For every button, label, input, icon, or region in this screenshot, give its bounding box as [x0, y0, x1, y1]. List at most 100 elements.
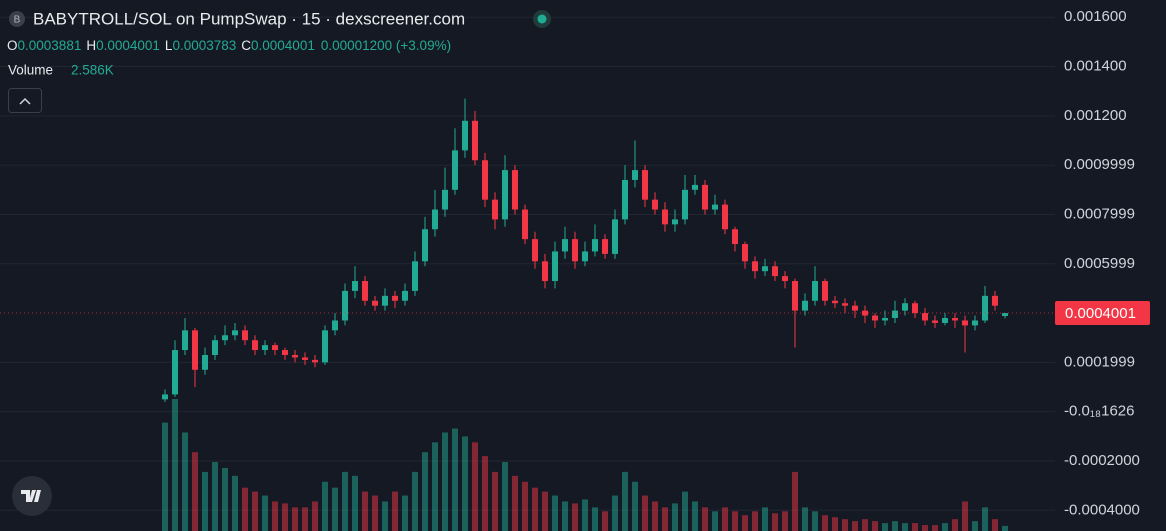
candle-body: [552, 251, 558, 282]
candle-body: [272, 345, 278, 351]
volume-bar: [902, 523, 908, 531]
last-price-label: 0.0004001: [1065, 305, 1136, 322]
candle-body: [402, 290, 408, 301]
last-price-box: [1055, 301, 1150, 326]
status-dot: [537, 14, 547, 24]
volume-bar: [252, 491, 258, 531]
volume-bar: [802, 507, 808, 531]
candle-body: [332, 320, 338, 331]
candle-body: [822, 281, 828, 301]
volume-bar: [352, 475, 358, 531]
candle-body: [462, 120, 468, 151]
volume-bar: [282, 503, 288, 531]
volume-bar: [662, 507, 668, 531]
volume-bar: [442, 432, 448, 531]
candle-body: [762, 266, 768, 272]
volume-bar: [422, 452, 428, 531]
candle-body: [192, 330, 198, 370]
candle-body: [302, 357, 308, 360]
candle-body: [952, 318, 958, 321]
ohlc-value: 0.0003881: [18, 38, 82, 53]
candle-body: [432, 209, 438, 230]
volume-bar: [882, 523, 888, 531]
volume-bar: [632, 481, 638, 531]
candle-body: [352, 281, 358, 291]
candle-body: [592, 239, 598, 252]
candle-body: [682, 189, 688, 220]
volume-bar: [392, 491, 398, 531]
volume-bar: [362, 491, 368, 531]
candle-body: [522, 209, 528, 240]
candles: [162, 98, 1008, 402]
volume-bar: [732, 511, 738, 531]
volume-bar: [302, 507, 308, 531]
candle-body: [722, 204, 728, 230]
volume-bar: [542, 491, 548, 531]
volume-bar: [982, 507, 988, 531]
candle-body: [412, 261, 418, 291]
ohlc-line: O0.0003881 H0.0004001 L0.0003783 C0.0004001…: [7, 38, 451, 53]
price-axis: 0.001600 0.001400 0.001200 0.0009999 0.00079…: [1064, 8, 1140, 518]
candle-body: [742, 244, 748, 262]
volume-bar: [172, 399, 178, 531]
volume-bar: [842, 519, 848, 531]
candle-body: [832, 300, 838, 304]
volume-bar: [532, 487, 538, 531]
candle-body: [992, 295, 998, 306]
candle-body: [162, 394, 168, 400]
candle-body: [452, 150, 458, 190]
volume-bar: [922, 525, 928, 531]
candle-body: [962, 320, 968, 326]
candle-body: [372, 300, 378, 306]
volume-bar: [832, 517, 838, 531]
candle-body: [652, 199, 658, 210]
candle-body: [672, 219, 678, 225]
volume-bar: [232, 475, 238, 531]
candle-body: [792, 281, 798, 311]
volume-bar: [492, 471, 498, 531]
volume-bar: [752, 511, 758, 531]
ohlc-value: 0.0003783: [172, 38, 236, 53]
volume-bar: [202, 471, 208, 531]
candle-body: [282, 350, 288, 355]
volume-bar: [472, 442, 478, 531]
candle-body: [322, 330, 328, 363]
candle-body: [392, 295, 398, 301]
candle-body: [702, 184, 708, 210]
candle-body: [942, 318, 948, 323]
candle-body: [582, 251, 588, 262]
volume-bars: [162, 399, 1008, 531]
ohlc-key: L: [165, 38, 173, 53]
candle-body: [932, 320, 938, 323]
candle-body: [1002, 313, 1008, 317]
candle-body: [892, 310, 898, 319]
volume-bar: [382, 501, 388, 531]
collapse-button[interactable]: [8, 88, 42, 113]
volume-bar: [182, 432, 188, 531]
candle-body: [472, 120, 478, 161]
volume-bar: [992, 519, 998, 531]
candle-body: [612, 219, 618, 254]
candle-body: [382, 295, 388, 306]
volume-bar: [872, 521, 878, 531]
volume-bar: [942, 523, 948, 531]
ohlc-value: 0.0004001: [251, 38, 315, 53]
candle-body: [172, 350, 178, 395]
volume-bar: [292, 507, 298, 531]
candle-body: [572, 239, 578, 262]
volume-bar: [722, 507, 728, 531]
volume-bar: [672, 503, 678, 531]
candle-body: [602, 239, 608, 254]
volume-bar: [932, 525, 938, 531]
candle-body: [342, 290, 348, 321]
candle-body: [922, 313, 928, 321]
volume-bar: [322, 481, 328, 531]
volume-bar: [622, 471, 628, 531]
candle-body: [182, 330, 188, 351]
volume-bar: [692, 501, 698, 531]
candle-body: [812, 281, 818, 301]
volume-bar: [512, 475, 518, 531]
candle-body: [532, 239, 538, 262]
